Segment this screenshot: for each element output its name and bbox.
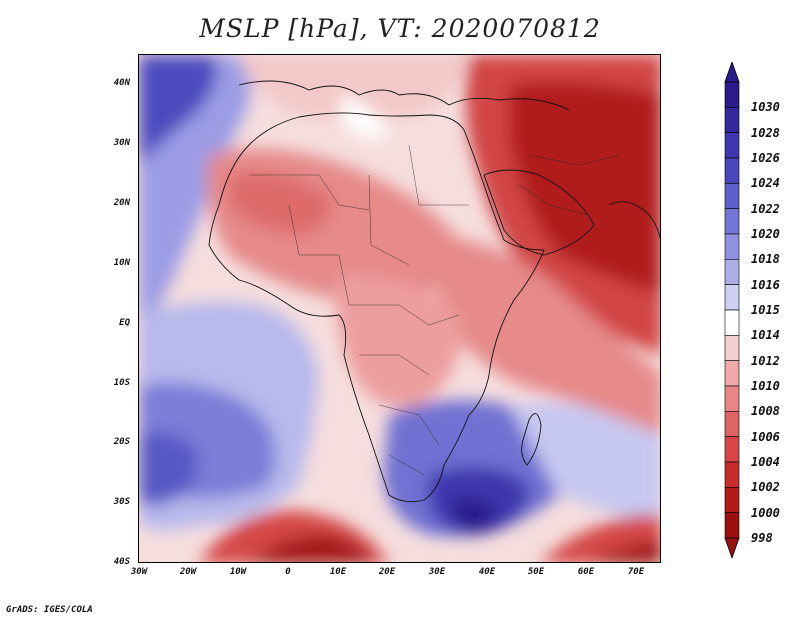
- colorbar-label: 1008: [751, 404, 780, 419]
- colorbar-swatch: [724, 335, 740, 361]
- colorbar-swatch: [724, 284, 740, 311]
- lat-label: 30S: [113, 497, 130, 507]
- colorbar-swatch: [724, 157, 740, 184]
- colorbar-swatch: [724, 233, 740, 260]
- coastlines: [208, 80, 660, 503]
- colorbar-swatch: [724, 385, 740, 412]
- lon-label: 0: [285, 567, 291, 577]
- africa-landmass: [208, 112, 545, 503]
- colorbar-swatch: [724, 132, 740, 159]
- colorbar-label: 1000: [751, 505, 780, 520]
- lon-label: 20E: [378, 567, 396, 577]
- colorbar-label: 1020: [751, 227, 780, 241]
- arabian-peninsula: [483, 169, 595, 256]
- colorbar-swatch: [724, 512, 740, 539]
- colorbar-label: 1012: [751, 353, 780, 368]
- colorbar-swatch: [724, 360, 740, 387]
- colorbar-label: 1026: [751, 151, 780, 165]
- lat-label: 20S: [113, 437, 130, 447]
- chart-title: MSLP [hPa], VT: 2020070812: [199, 14, 601, 43]
- colorbar-swatches: [724, 81, 740, 539]
- lon-label: 20W: [179, 567, 197, 577]
- colorbar-label: 1022: [751, 201, 780, 216]
- colorbar-swatch: [724, 411, 740, 437]
- colorbar-label: 1010: [751, 379, 780, 393]
- colorbar-swatch: [724, 309, 740, 336]
- colorbar-label: 1014: [751, 328, 780, 343]
- lat-label: 30N: [113, 138, 130, 148]
- colorbar-bottom-arrow: [724, 537, 740, 558]
- lon-label: 30W: [130, 567, 148, 577]
- colorbar-swatch: [724, 487, 740, 513]
- lat-label: 20N: [113, 198, 130, 208]
- colorbar: [724, 62, 740, 558]
- colorbar-label: 998: [751, 531, 773, 545]
- colorbar-label: 1015: [751, 303, 780, 317]
- lat-label: 40N: [113, 78, 130, 88]
- colorbar-swatch: [724, 183, 740, 209]
- colorbar-swatch: [724, 208, 740, 235]
- colorbar-label: 1002: [751, 480, 780, 495]
- colorbar-label: 1018: [751, 252, 780, 267]
- colorbar-label: 1028: [751, 125, 780, 140]
- country-borders: [249, 144, 620, 476]
- lon-label: 30E: [428, 567, 446, 577]
- madagascar: [521, 413, 542, 466]
- colorbar-label: 1024: [751, 176, 780, 191]
- colorbar-swatch: [724, 81, 740, 108]
- lon-label: 10W: [229, 567, 247, 577]
- lat-label: 10N: [113, 258, 130, 268]
- lat-label: 40S: [113, 557, 130, 567]
- colorbar-label: 1006: [751, 429, 780, 444]
- lat-label: 10S: [113, 378, 130, 388]
- pressure-map[interactable]: [139, 55, 661, 563]
- mediterranean-sea: [238, 80, 570, 111]
- lon-label: 40E: [478, 567, 496, 577]
- colorbar-swatch: [724, 436, 740, 463]
- credit-text: GrADS: IGES/COLA: [6, 605, 93, 615]
- lat-label: EQ: [119, 318, 130, 328]
- map-frame[interactable]: [138, 54, 661, 563]
- colorbar-label: 1016: [751, 277, 780, 292]
- lon-label: 50E: [527, 567, 545, 577]
- colorbar-label: 1030: [751, 100, 780, 115]
- colorbar-top-arrow: [724, 62, 740, 83]
- lon-label: 60E: [577, 567, 595, 577]
- colorbar-swatch: [724, 107, 740, 133]
- colorbar-swatch: [724, 461, 740, 488]
- colorbar-label: 1004: [751, 455, 780, 469]
- lon-label: 70E: [627, 567, 645, 577]
- colorbar-swatch: [724, 259, 740, 285]
- lon-label: 10E: [329, 567, 347, 577]
